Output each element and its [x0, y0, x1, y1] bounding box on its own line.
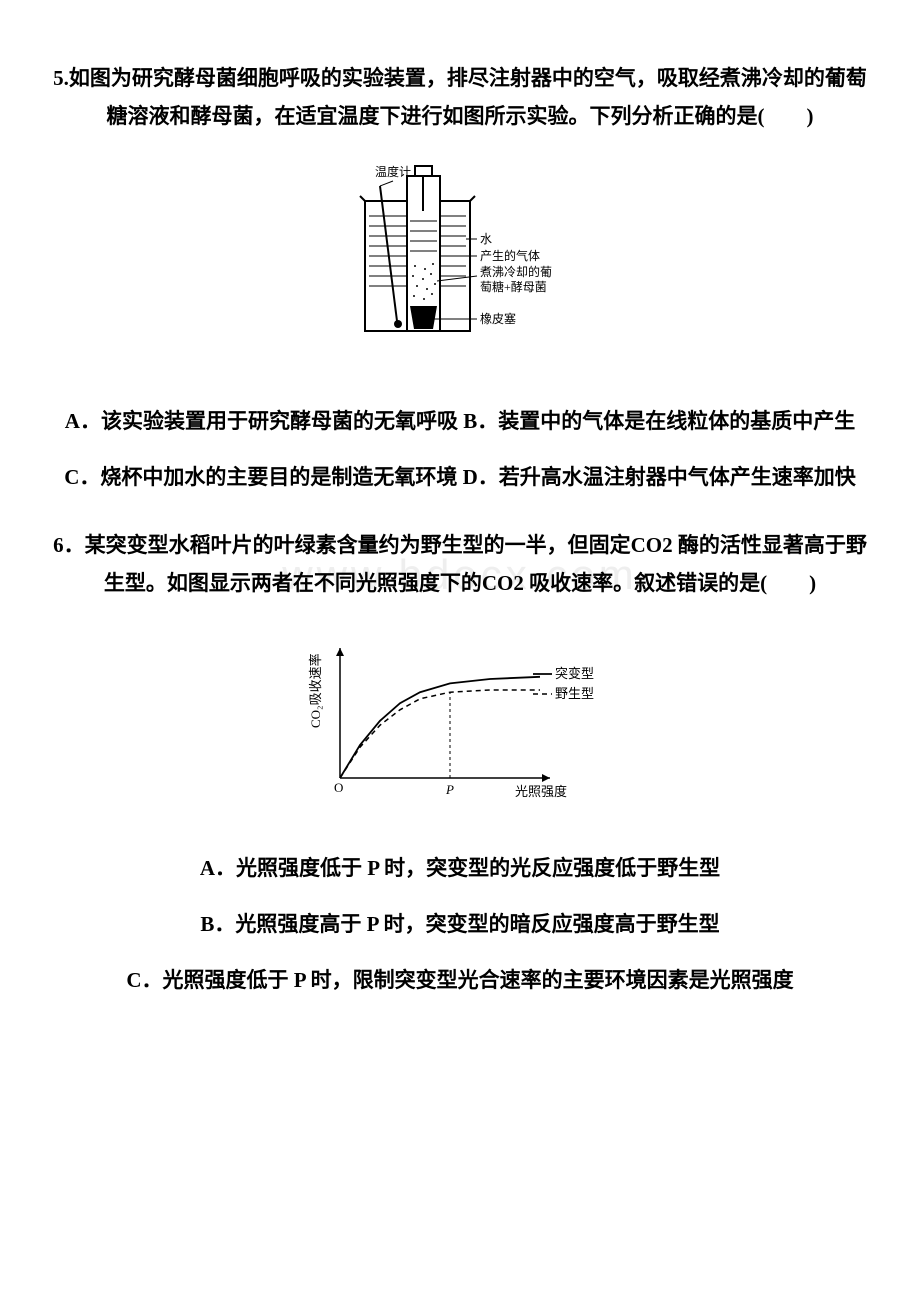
q5-option-cd: C．烧杯中加水的主要目的是制造无氧环境 D．若升高水温注射器中气体产生速率加快 — [50, 459, 870, 497]
q5-text: 5.如图为研究酵母菌细胞呼吸的实验装置，排尽注射器中的空气，吸取经煮沸冷却的葡萄… — [50, 60, 870, 136]
label-thermometer: 温度计 — [375, 164, 411, 179]
label-glucose-2: 萄糖+酵母菌 — [480, 279, 547, 294]
q6-option-a: A．光照强度低于 P 时，突变型的光反应强度低于野生型 — [50, 850, 870, 888]
chart-ylabel: CO₂吸收速率 — [308, 653, 323, 728]
legend-wild: 野生型 — [555, 686, 594, 701]
q6-option-b: B．光照强度高于 P 时，突变型的暗反应强度高于野生型 — [50, 906, 870, 944]
q6-text: 6．某突变型水稻叶片的叶绿素含量约为野生型的一半，但固定CO2 酶的活性显著高于… — [50, 527, 870, 603]
q5-option-ab: A．该实验装置用于研究酵母菌的无氧呼吸 B．装置中的气体是在线粒体的基质中产生 — [50, 403, 870, 441]
q6-chart: O P 光照强度 CO₂吸收速率 突变型 野生型 — [50, 628, 870, 821]
label-stopper: 橡皮塞 — [480, 311, 516, 326]
chart-xlabel: 光照强度 — [515, 784, 567, 799]
chart-p-label: P — [445, 782, 454, 797]
q6-option-c: C．光照强度低于 P 时，限制突变型光合速率的主要环境因素是光照强度 — [50, 962, 870, 1000]
legend-mutant: 突变型 — [555, 666, 594, 681]
q5-figure: 温度计 水 产生的气体 煮沸冷却的葡 萄糖+酵母菌 橡皮塞 — [50, 161, 870, 374]
label-water: 水 — [480, 232, 492, 246]
label-glucose-1: 煮沸冷却的葡 — [480, 264, 552, 279]
label-gas: 产生的气体 — [480, 248, 540, 263]
chart-origin: O — [334, 780, 343, 795]
